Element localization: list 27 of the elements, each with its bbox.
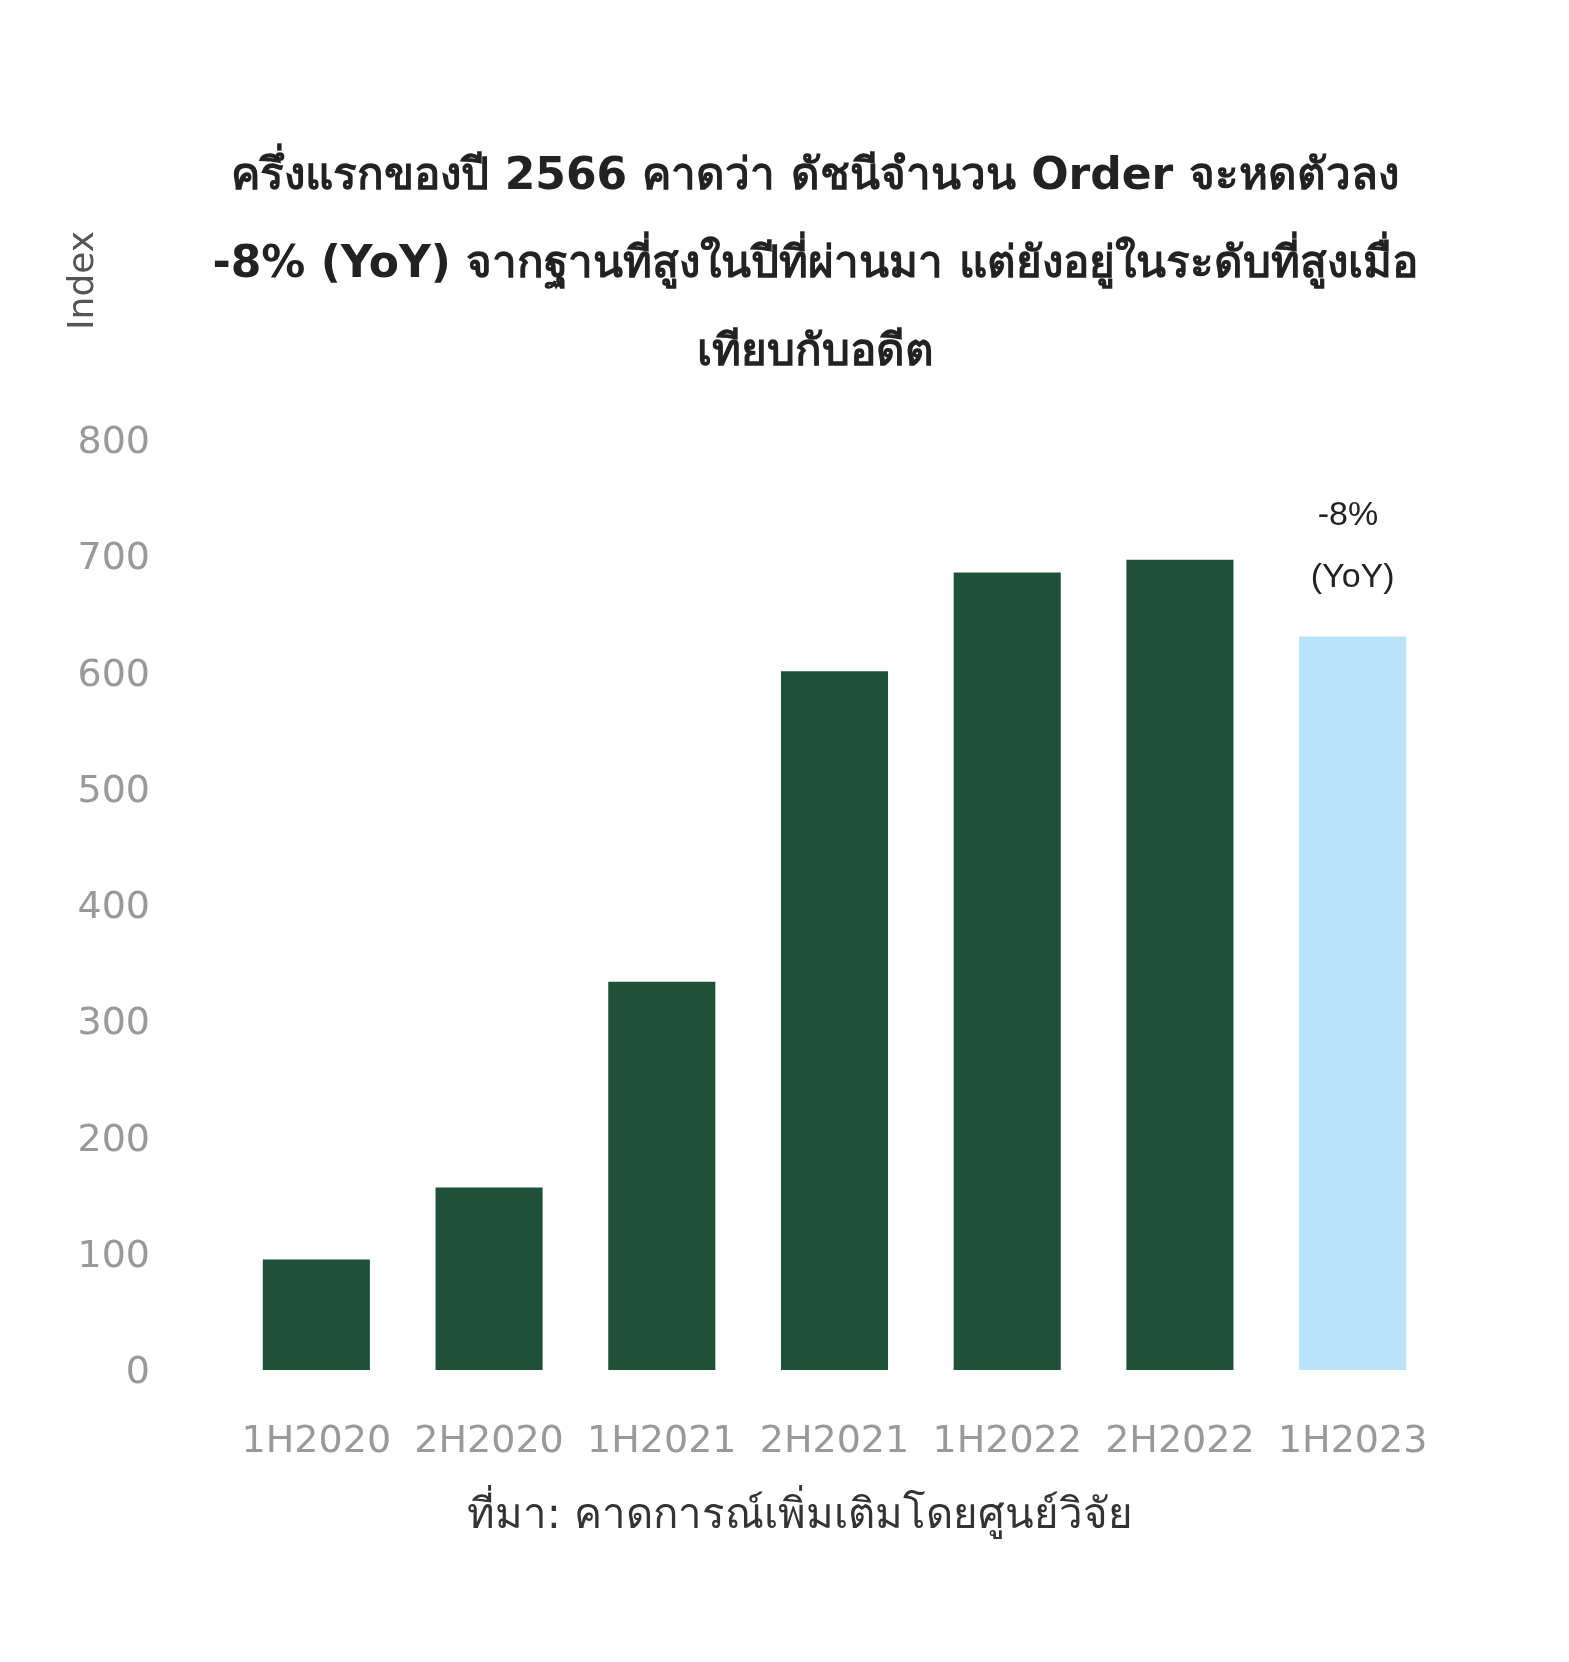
y-tick-label: 400	[77, 883, 150, 927]
text: ที่มา: คาดการณ์เพิ่มเติมโดยศูนย์วิจัย	[465, 1484, 1135, 1541]
bar	[1299, 636, 1407, 1370]
x-tick-label: 2H2022	[1105, 1417, 1255, 1461]
bar	[953, 572, 1061, 1370]
y-tick-label: 700	[77, 534, 150, 579]
y-tick-label: 800	[77, 418, 150, 462]
y-tick-label: 100	[77, 1231, 150, 1276]
y-axis-title: Index	[60, 230, 101, 330]
y-tick-label: 300	[77, 999, 150, 1044]
bar	[435, 1187, 543, 1370]
annotation: -8% (YoY)	[1310, 494, 1395, 595]
chart-title: ครึ่งแรกของปี 2566 คาดว่า ดัชนีจำนวน Order จะหดตัวลง -8% (YoY) จากฐานที่สูงในปีที่ผ่านมา แต่ยังอยู่ในระดับที่สูงเมื่อเทียบกับอดีต	[211, 142, 1419, 377]
bar	[1126, 559, 1234, 1370]
bar	[608, 981, 716, 1370]
y-tick-label: 600	[77, 650, 150, 695]
x-tick-label: 2H2021	[759, 1417, 910, 1461]
x-tick-label: 1H2022	[932, 1417, 1082, 1461]
y-tick-label: 0	[125, 1348, 150, 1392]
y-tick-label: 500	[77, 766, 150, 811]
bar	[780, 671, 889, 1370]
y-tick-label: 200	[77, 1115, 150, 1160]
x-tick-label: 1H2020	[241, 1417, 392, 1461]
bar	[262, 1259, 370, 1370]
x-tick-label: 2H2020	[414, 1417, 564, 1461]
x-tick-label: 1H2023	[1277, 1417, 1428, 1461]
x-tick-label: 1H2021	[587, 1417, 737, 1461]
